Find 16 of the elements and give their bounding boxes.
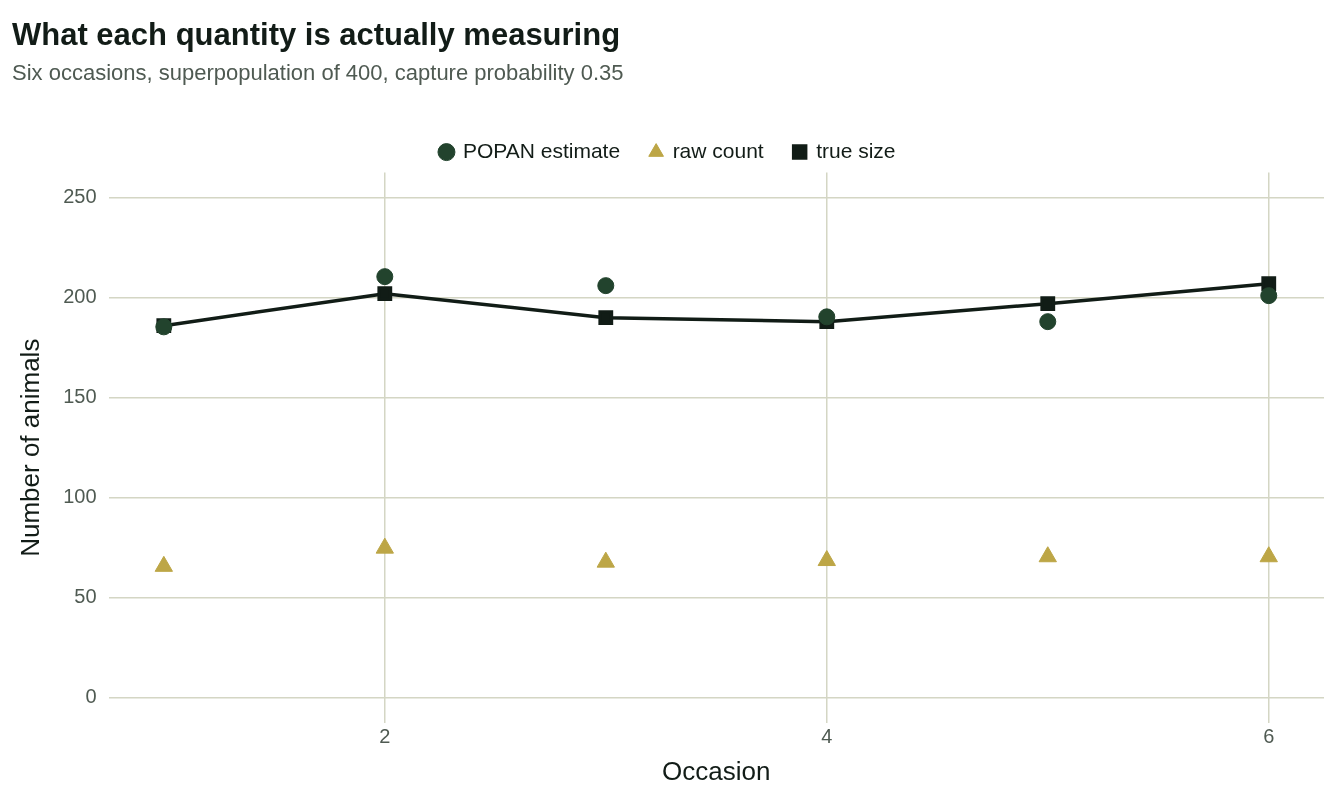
y-tick-label: 250 [63, 185, 97, 208]
legend-label: POPAN estimate [462, 138, 621, 162]
x-tick-label: 2 [379, 725, 391, 748]
legend-label: true size [816, 138, 896, 162]
chart-title: What each quantity is actually measuring [12, 17, 621, 53]
y-tick-label: 0 [85, 685, 97, 708]
x-tick-label: 4 [821, 725, 833, 748]
y-tick-label: 150 [63, 385, 97, 408]
x-tick-label: 6 [1263, 725, 1275, 748]
y-tick-label: 200 [63, 285, 97, 308]
y-tick-label: 100 [63, 485, 97, 508]
legend-label: raw count [672, 138, 764, 162]
y-tick-label: 50 [74, 585, 97, 608]
y-axis-title: Number of animals [14, 338, 45, 557]
chart-subtitle: Six occasions, superpopulation of 400, capture probability 0.35 [12, 60, 624, 86]
x-axis-title: Occasion [662, 755, 771, 786]
